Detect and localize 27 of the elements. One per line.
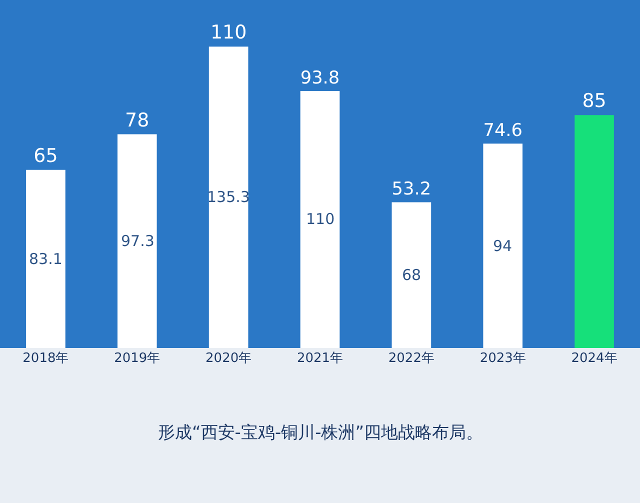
- bar: [574, 115, 614, 348]
- data-label: 53.2: [392, 180, 432, 200]
- text: 形成“西安-宝鸡-铜川-株洲”四地战略布局。: [158, 423, 484, 443]
- x-tick-label: 2021年: [296, 351, 344, 366]
- annotation: 110: [306, 210, 335, 228]
- bar: [117, 134, 157, 348]
- bar: [26, 170, 66, 348]
- data-label: 85: [582, 90, 606, 112]
- bar: [483, 144, 523, 348]
- x-tick-label: 2023年: [480, 351, 526, 366]
- bar: [300, 90, 340, 348]
- bar: [208, 46, 248, 348]
- data-label: 65: [34, 144, 58, 167]
- data-label: 78: [125, 109, 150, 132]
- annotation: 68: [402, 266, 422, 284]
- data-label: 74.6: [483, 120, 522, 141]
- x-tick-label: 2019年: [114, 351, 160, 366]
- x-tick-label: 2020年: [206, 351, 252, 366]
- data-label: 110: [210, 22, 247, 44]
- x-tick-label: 2022年: [388, 351, 434, 366]
- x-tick-label: 2018年: [22, 351, 69, 366]
- x-tick-label: 2024年: [571, 351, 618, 366]
- annotation: 97.3: [121, 232, 154, 250]
- bar: [392, 202, 432, 348]
- annotation: 83.1: [29, 250, 62, 268]
- annotation: 94: [493, 237, 512, 255]
- data-label: 93.8: [300, 68, 340, 88]
